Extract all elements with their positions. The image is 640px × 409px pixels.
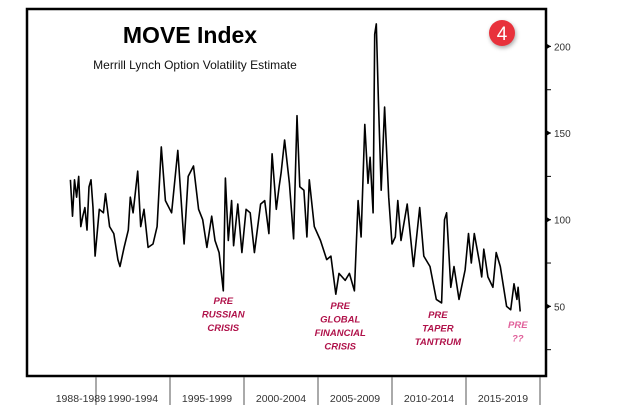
x-axis: 1988-1989 1990-1994 1995-1999 2000-2004 2005…	[56, 377, 541, 405]
annotation-line: GLOBAL	[320, 315, 360, 326]
annotation-line: CRISIS	[324, 342, 356, 353]
y-tick-label: 50	[554, 302, 566, 313]
annotations: PRE RUSSIAN CRISIS PRE GLOBAL FINANCIAL CRISIS…	[202, 296, 528, 353]
annotation: PRE TAPER TANTRUM	[415, 310, 462, 348]
badge-label: 4	[497, 24, 508, 45]
annotation-line: TAPER	[422, 324, 454, 335]
y-tick-label: 200	[554, 42, 571, 53]
annotation-line: CRISIS	[207, 323, 239, 334]
y-tick-label: 150	[554, 129, 571, 140]
chart-subtitle: Merrill Lynch Option Volatility Estimate	[93, 58, 297, 72]
annotation-line: RUSSIAN	[202, 310, 246, 321]
annotation-line: ??	[512, 334, 524, 345]
x-category-label: 2000-2004	[256, 393, 306, 405]
annotation: PRE GLOBAL FINANCIAL CRISIS	[315, 301, 366, 353]
y-tick-arrow-icon	[546, 130, 551, 137]
annotation-line: PRE	[508, 320, 528, 331]
x-category-label: 1988-1989	[56, 393, 106, 405]
badge-circle	[489, 20, 515, 46]
series-line	[69, 23, 521, 312]
x-category-label: 1995-1999	[182, 393, 232, 405]
y-tick-arrow-icon	[546, 303, 551, 310]
annotation-line: PRE	[330, 301, 350, 312]
x-category-label: 1990-1994	[108, 393, 158, 405]
badge: 4	[489, 20, 515, 46]
annotation: PRE??	[508, 320, 528, 345]
annotation: PRE RUSSIAN CRISIS	[202, 296, 246, 334]
y-axis: 50 100 150 200	[546, 42, 571, 351]
annotation-line: FINANCIAL	[315, 328, 366, 339]
annotation-line: PRE	[214, 296, 234, 307]
x-category-label: 2005-2009	[330, 393, 380, 405]
annotation-line: TANTRUM	[415, 337, 462, 348]
y-tick-arrow-icon	[546, 216, 551, 223]
x-category-label: 2010-2014	[404, 393, 454, 405]
chart-title: MOVE Index	[123, 22, 257, 48]
x-category-label: 2015-2019	[478, 393, 528, 405]
plot-frame	[25, 7, 548, 378]
y-tick-label: 100	[554, 216, 571, 227]
annotation-line: PRE	[428, 310, 448, 321]
y-tick-arrow-icon	[546, 43, 551, 50]
